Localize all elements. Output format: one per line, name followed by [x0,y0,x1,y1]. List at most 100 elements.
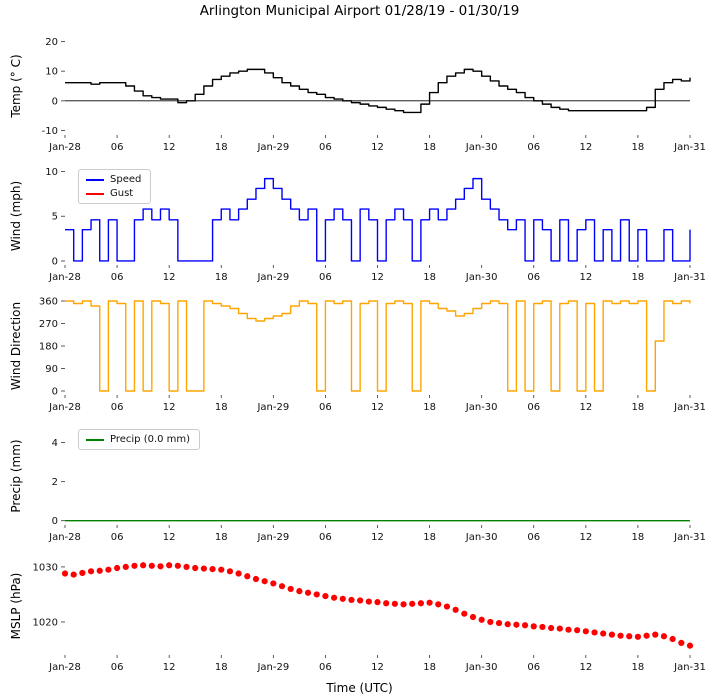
svg-text:18: 18 [423,272,436,283]
svg-text:12: 12 [163,142,176,153]
svg-text:90: 90 [45,364,58,375]
svg-text:18: 18 [632,662,645,673]
panel-precip: Precip (mm) Precip (0.0 mm) 0 2 4 Jan-28 06 1… [0,419,719,549]
svg-text:Jan-29: Jan-29 [256,142,289,153]
svg-text:12: 12 [371,532,384,543]
svg-text:Jan-30: Jan-30 [465,402,498,413]
svg-text:Jan-28: Jan-28 [48,272,81,283]
panel-mslp: MSLP (hPa) 1020 1030 Jan-28 06 12 18 Jan-29 06 1… [0,549,719,679]
svg-text:Jan-31: Jan-31 [673,142,706,153]
svg-text:12: 12 [579,402,592,413]
svg-text:12: 12 [163,662,176,673]
svg-text:06: 06 [527,532,540,543]
svg-text:1020: 1020 [33,617,58,628]
precip-legend-line [86,438,104,441]
svg-text:Jan-29: Jan-29 [256,532,289,543]
svg-text:18: 18 [632,142,645,153]
svg-text:06: 06 [111,142,124,153]
svg-text:12: 12 [371,142,384,153]
legend-entry-gust: Gust [86,188,141,199]
svg-text:18: 18 [215,272,228,283]
svg-text:0: 0 [52,96,58,107]
svg-text:06: 06 [319,142,332,153]
svg-text:18: 18 [423,142,436,153]
svg-text:06: 06 [319,662,332,673]
precip-legend: Precip (0.0 mm) [78,429,201,450]
svg-text:2: 2 [52,477,58,488]
svg-text:Jan-30: Jan-30 [465,272,498,283]
precip-legend-label: Precip (0.0 mm) [110,434,191,445]
svg-text:12: 12 [579,532,592,543]
svg-text:12: 12 [163,532,176,543]
chart-title: Arlington Municipal Airport 01/28/19 - 0… [199,3,520,19]
svg-text:5: 5 [52,212,58,223]
svg-text:Jan-31: Jan-31 [673,662,706,673]
panel-temp: Temp (° C) -10 0 10 20 Jan-28 06 12 18 Jan-29 06 1… [0,29,719,159]
svg-text:18: 18 [632,532,645,543]
speed-legend-label: Speed [110,174,142,185]
svg-text:06: 06 [111,402,124,413]
panel-wind-direction: Wind Direction 0 90 180 270 360 Jan-28 06 12 18 J… [0,289,719,419]
svg-text:12: 12 [371,272,384,283]
svg-text:06: 06 [527,272,540,283]
svg-text:360: 360 [39,297,58,308]
svg-text:Jan-28: Jan-28 [48,402,81,413]
svg-text:18: 18 [215,532,228,543]
gust-legend-label: Gust [110,188,134,199]
svg-text:18: 18 [215,662,228,673]
svg-text:Jan-30: Jan-30 [465,532,498,543]
precip-plot: 0 2 4 Jan-28 06 12 18 Jan-29 06 12 18 Jan-30 06 12 18 J… [48,438,706,543]
svg-text:06: 06 [111,532,124,543]
svg-text:06: 06 [319,272,332,283]
legend-entry-speed: Speed [86,174,141,185]
svg-text:180: 180 [39,342,58,353]
svg-text:Jan-31: Jan-31 [673,272,706,283]
wind-plot: 0 5 10 Jan-28 06 12 18 Jan-29 06 12 18 Jan-30 06 12 18… [45,167,706,283]
svg-text:10: 10 [45,167,58,178]
svg-text:10: 10 [45,67,58,78]
svg-text:06: 06 [319,532,332,543]
temp-plot: -10 0 10 20 Jan-28 06 12 18 Jan-29 06 12 18 Jan-30 06… [42,37,706,153]
svg-text:1030: 1030 [33,562,58,573]
legend-entry-precip: Precip (0.0 mm) [86,434,190,445]
mslp-plot: 1020 1030 Jan-28 06 12 18 Jan-29 06 12 18 Jan-30 06… [33,562,706,673]
svg-text:Jan-29: Jan-29 [256,272,289,283]
svg-text:06: 06 [527,142,540,153]
svg-text:18: 18 [423,662,436,673]
svg-text:06: 06 [111,272,124,283]
svg-text:06: 06 [527,402,540,413]
svg-text:0: 0 [52,256,58,267]
svg-text:18: 18 [423,402,436,413]
svg-text:18: 18 [423,532,436,543]
gust-legend-line [86,192,104,195]
svg-text:12: 12 [371,402,384,413]
svg-text:12: 12 [163,402,176,413]
x-axis-label: Time (UTC) [326,681,393,695]
svg-text:12: 12 [579,662,592,673]
svg-text:Jan-31: Jan-31 [673,532,706,543]
svg-text:06: 06 [319,402,332,413]
speed-legend-line [86,178,104,181]
svg-text:18: 18 [632,272,645,283]
wind-legend: Speed Gust [78,169,152,204]
svg-text:-10: -10 [42,126,58,137]
svg-text:270: 270 [39,319,58,330]
svg-text:Jan-29: Jan-29 [256,402,289,413]
svg-text:0: 0 [52,387,58,398]
svg-text:Jan-30: Jan-30 [465,662,498,673]
svg-text:Jan-28: Jan-28 [48,142,81,153]
svg-text:Jan-29: Jan-29 [256,662,289,673]
svg-text:Jan-31: Jan-31 [673,402,706,413]
svg-text:20: 20 [45,37,58,48]
svg-text:12: 12 [579,142,592,153]
svg-text:12: 12 [371,662,384,673]
svg-text:18: 18 [215,402,228,413]
svg-text:18: 18 [215,142,228,153]
svg-text:Jan-30: Jan-30 [465,142,498,153]
panel-wind: Wind (mph) Speed Gust 0 5 10 Jan-28 06 12 18 Ja… [0,159,719,289]
svg-text:12: 12 [163,272,176,283]
svg-text:4: 4 [52,438,58,449]
svg-text:12: 12 [579,272,592,283]
svg-text:Jan-28: Jan-28 [48,662,81,673]
